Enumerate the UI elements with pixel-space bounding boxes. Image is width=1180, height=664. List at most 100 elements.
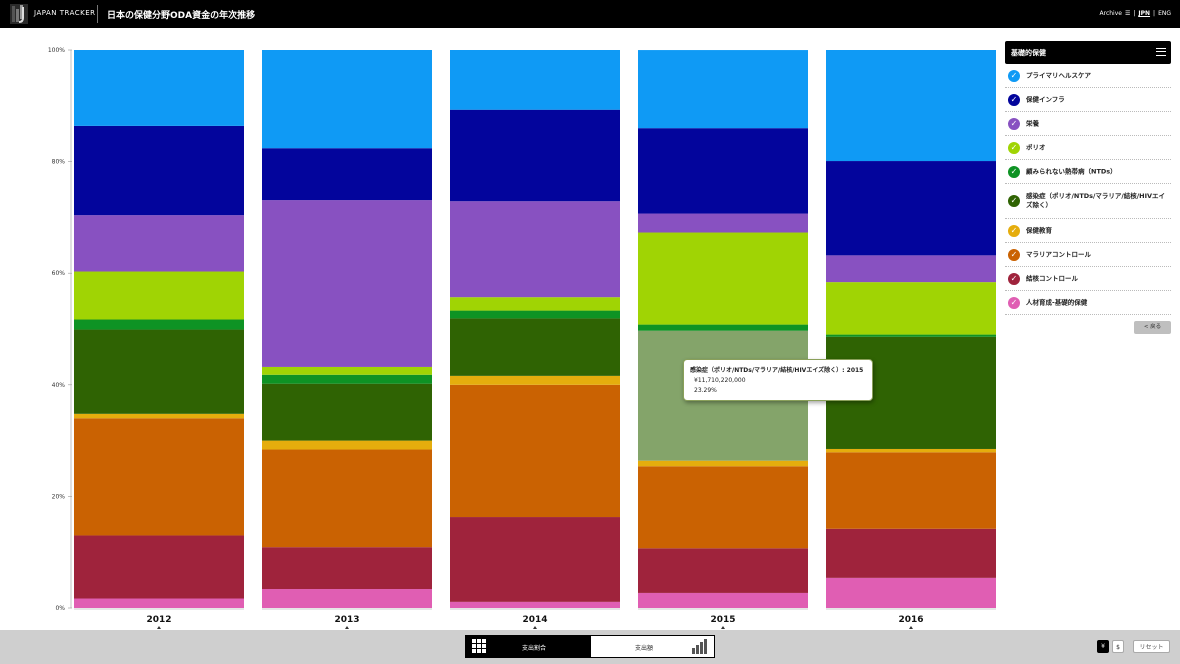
bar-segment[interactable]	[826, 334, 996, 337]
bar-segment[interactable]	[638, 548, 808, 593]
bar-segment[interactable]	[826, 161, 996, 256]
bar-segment[interactable]	[262, 200, 432, 367]
caret-up-icon[interactable]	[345, 626, 349, 629]
legend-item[interactable]: ✓ プライマリヘルスケア	[1005, 64, 1171, 88]
caret-up-icon[interactable]	[157, 626, 161, 629]
legend-item[interactable]: ✓ 保健教育	[1005, 219, 1171, 243]
bar-segment[interactable]	[450, 517, 620, 602]
bar-segment[interactable]	[74, 413, 244, 419]
bar-segment[interactable]	[638, 213, 808, 233]
brand-name[interactable]: JAPAN TRACKER	[34, 9, 96, 17]
currency-usd-button[interactable]: $	[1112, 640, 1124, 653]
bar-segment[interactable]	[826, 577, 996, 608]
legend-item[interactable]: ✓ 顧みられない熱帯病（NTDs）	[1005, 160, 1171, 184]
checkmark-icon[interactable]: ✓	[1008, 195, 1020, 207]
checkmark-icon[interactable]: ✓	[1008, 93, 1020, 106]
caret-up-icon[interactable]	[533, 626, 537, 629]
archive-menu-icon[interactable]: ☰	[1124, 10, 1131, 17]
checkmark-icon[interactable]: ✓	[1008, 141, 1020, 154]
bar-segment[interactable]	[450, 318, 620, 376]
checkmark-icon[interactable]: ✓	[1008, 165, 1020, 178]
bar-chart-icon	[692, 639, 708, 654]
bar-segment[interactable]	[450, 50, 620, 110]
legend-item[interactable]: ✓ ポリオ	[1005, 136, 1171, 160]
bar-segment[interactable]	[826, 528, 996, 578]
bar-segment[interactable]	[450, 310, 620, 319]
caret-up-icon[interactable]	[721, 626, 725, 629]
y-tick-label: 0%	[55, 605, 65, 612]
tooltip-percent: 23.29%	[694, 387, 717, 394]
lang-eng-link[interactable]: ENG	[1158, 10, 1171, 17]
lang-jpn-link[interactable]: JPN	[1138, 10, 1151, 17]
legend-list: ✓ プライマリヘルスケア ✓ 保健インフラ ✓ 栄養 ✓ ポリオ ✓ 顧みられない熱帯病（NTDs…	[1005, 64, 1171, 315]
bar-segment[interactable]	[638, 324, 808, 331]
x-tick-label[interactable]: 2015	[710, 615, 735, 625]
legend-item[interactable]: ✓ 感染症（ポリオ/NTDs/マラリア/結核/HIVエイズ除く）	[1005, 184, 1171, 219]
checkmark-icon[interactable]: ✓	[1008, 248, 1020, 261]
x-tick-label[interactable]: 2012	[146, 615, 171, 625]
bar-segment[interactable]	[74, 215, 244, 272]
bar-segment[interactable]	[74, 50, 244, 126]
back-button[interactable]: < 戻る	[1134, 321, 1171, 334]
bar-segment[interactable]	[262, 449, 432, 548]
bar-segment[interactable]	[74, 271, 244, 320]
bar-segment[interactable]	[262, 50, 432, 149]
bar-segment[interactable]	[638, 50, 808, 129]
bar-segment[interactable]	[74, 418, 244, 536]
bar-segment[interactable]	[638, 128, 808, 214]
bar-segment[interactable]	[826, 282, 996, 335]
archive-link[interactable]: Archive	[1099, 10, 1122, 17]
legend-item-label: 保健インフラ	[1026, 95, 1065, 104]
legend-item[interactable]: ✓ 保健インフラ	[1005, 88, 1171, 112]
x-tick-label[interactable]: 2013	[334, 615, 359, 625]
bar-segment[interactable]	[450, 201, 620, 298]
x-tick-label[interactable]: 2016	[898, 615, 923, 625]
checkmark-icon[interactable]: ✓	[1008, 272, 1020, 285]
checkmark-icon[interactable]: ✓	[1008, 296, 1020, 309]
bar-segment[interactable]	[826, 452, 996, 529]
reset-button[interactable]: リセット	[1133, 640, 1170, 653]
bar-segment[interactable]	[74, 535, 244, 599]
bar-segment[interactable]	[450, 601, 620, 608]
checkmark-icon[interactable]: ✓	[1008, 69, 1020, 82]
bar-segment[interactable]	[262, 383, 432, 441]
checkmark-icon[interactable]: ✓	[1008, 224, 1020, 237]
bar-segment[interactable]	[74, 329, 244, 414]
bar-segment[interactable]	[826, 50, 996, 162]
caret-up-icon[interactable]	[909, 626, 913, 629]
legend-item[interactable]: ✓ マラリアコントロール	[1005, 243, 1171, 267]
bar-segment[interactable]	[826, 448, 996, 453]
checkmark-icon[interactable]: ✓	[1008, 117, 1020, 130]
lang-separator: |	[1133, 10, 1136, 17]
bar-segment[interactable]	[262, 148, 432, 201]
legend-header[interactable]: 基礎的保健	[1005, 41, 1171, 64]
bar-segment[interactable]	[450, 375, 620, 385]
hamburger-menu-icon[interactable]	[1156, 48, 1166, 56]
japan-tracker-logo[interactable]	[10, 4, 28, 24]
x-tick-label[interactable]: 2014	[522, 615, 547, 625]
bar-segment[interactable]	[262, 589, 432, 608]
bar-segment[interactable]	[262, 366, 432, 375]
bar-segment[interactable]	[638, 592, 808, 608]
amount-view-button[interactable]: 支出額	[591, 636, 714, 657]
y-tick-label: 80%	[52, 159, 66, 166]
bar-segment[interactable]	[74, 319, 244, 330]
bar-segment[interactable]	[638, 232, 808, 325]
bar-segment[interactable]	[450, 384, 620, 518]
bar-segment[interactable]	[450, 297, 620, 311]
legend-item[interactable]: ✓ 人材育成-基礎的保健	[1005, 291, 1171, 315]
bar-segment[interactable]	[826, 255, 996, 283]
bar-segment[interactable]	[638, 460, 808, 467]
legend-item[interactable]: ✓ 栄養	[1005, 112, 1171, 136]
bar-segment[interactable]	[262, 547, 432, 590]
bar-segment[interactable]	[262, 374, 432, 384]
legend-item-label: 保健教育	[1026, 226, 1052, 235]
legend-item[interactable]: ✓ 結核コントロール	[1005, 267, 1171, 291]
bar-segment[interactable]	[74, 598, 244, 608]
bar-segment[interactable]	[262, 440, 432, 450]
share-view-button[interactable]: 支出割合	[466, 636, 591, 657]
bar-segment[interactable]	[638, 466, 808, 549]
bar-segment[interactable]	[450, 109, 620, 202]
currency-yen-button[interactable]: ¥	[1097, 640, 1109, 653]
bar-segment[interactable]	[74, 125, 244, 216]
